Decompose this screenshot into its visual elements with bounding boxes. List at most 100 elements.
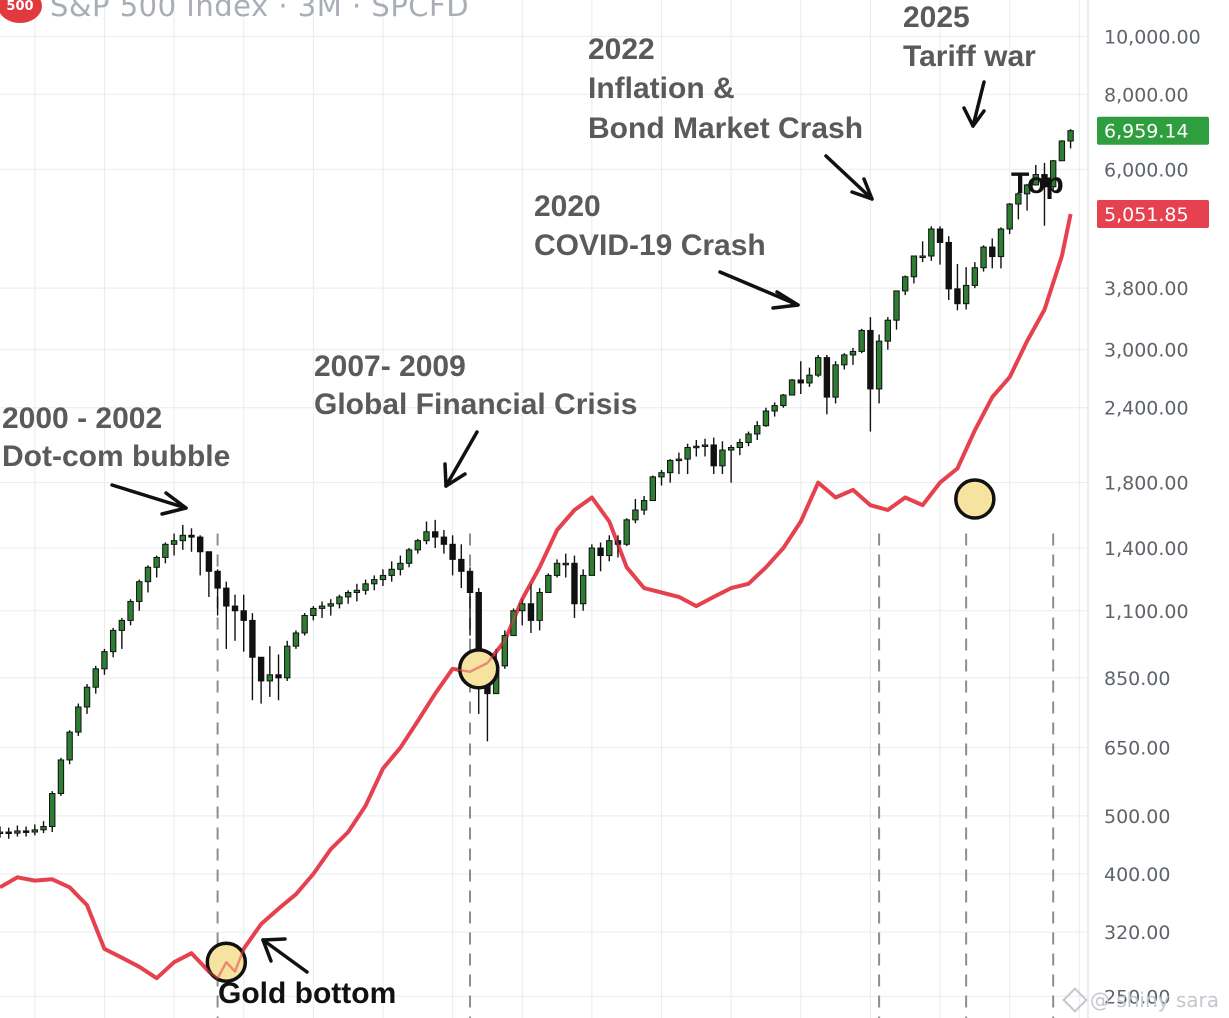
candle-body: [379, 574, 387, 581]
arrow-gfc-icon: [443, 430, 479, 488]
candle-body: [875, 340, 883, 390]
candle-body: [344, 591, 352, 598]
candle: [1023, 184, 1031, 211]
candle: [301, 613, 308, 636]
candle-body: [22, 830, 30, 833]
candle-body: [997, 228, 1005, 258]
candle-body: [928, 228, 935, 257]
candle: [814, 354, 822, 378]
candle: [658, 469, 665, 486]
candle-body: [701, 444, 709, 447]
candle-body: [832, 364, 839, 398]
candle: [118, 617, 126, 649]
candle-body: [536, 591, 543, 621]
candle: [553, 559, 561, 578]
candle-body: [814, 357, 822, 376]
candle-body: [1023, 184, 1031, 195]
y-tick-label: 500.00: [1104, 806, 1170, 828]
candle-body: [66, 731, 73, 761]
candle: [997, 227, 1005, 269]
candle-body: [397, 562, 404, 570]
candle-body: [936, 228, 944, 243]
annotation-inflation: 2022 Inflation & Bond Market Crash: [588, 33, 863, 145]
candle: [936, 226, 944, 265]
y-tick-label: 3,000.00: [1104, 340, 1189, 362]
candle: [571, 555, 578, 618]
candle: [14, 825, 21, 837]
candle-body: [275, 674, 282, 679]
candle-body: [1049, 160, 1057, 188]
candle: [353, 583, 361, 602]
candle-body: [858, 329, 865, 352]
candle-body: [327, 603, 334, 607]
candle-body: [414, 540, 421, 551]
candle-body: [745, 433, 752, 443]
candle: [771, 402, 778, 417]
candle: [336, 594, 343, 609]
candle: [423, 521, 430, 545]
candle-body: [727, 446, 735, 451]
candle: [667, 459, 674, 483]
candle-body: [170, 540, 178, 545]
candle: [754, 421, 761, 441]
candle: [458, 544, 465, 589]
candle: [1006, 203, 1013, 234]
sp500-logo: 500: [0, 0, 42, 23]
candle: [727, 444, 735, 483]
candle-body: [240, 610, 247, 621]
candle-body: [1067, 130, 1074, 142]
candle: [22, 826, 30, 837]
event-markers: [0, 213, 1072, 983]
y-tick-label: 1,100.00: [1104, 601, 1189, 623]
candle: [588, 544, 596, 576]
annotation-covid-label: COVID-19 Crash: [534, 229, 766, 262]
candle: [684, 443, 691, 475]
candle-body: [902, 276, 909, 292]
arrow-covid-icon: [718, 270, 800, 310]
candle: [797, 361, 804, 395]
candle: [675, 452, 683, 475]
candle: [962, 267, 970, 310]
candle: [623, 518, 630, 547]
candle: [788, 379, 796, 396]
candle: [440, 530, 448, 554]
price-axis: 10,000.00 8,000.00 6,000.00 3,800.00 3,000.0…: [1097, 26, 1209, 1008]
candle: [40, 821, 47, 834]
sp500-last-price-badge: [1097, 116, 1209, 145]
candle-body: [989, 246, 996, 258]
annotation-top: Top: [1011, 167, 1064, 200]
candle-body: [188, 534, 195, 538]
candle-body: [214, 570, 221, 589]
candle-body: [458, 558, 465, 572]
candle: [536, 588, 543, 631]
candle-body: [301, 615, 308, 634]
candle: [875, 334, 883, 404]
candle: [902, 275, 909, 296]
candle-body: [153, 556, 160, 568]
candle-body: [14, 830, 21, 834]
candle-body: [545, 574, 552, 593]
candle: [101, 648, 108, 675]
candle: [0, 826, 4, 838]
candle: [597, 542, 604, 572]
candle-body: [649, 476, 656, 502]
candle: [954, 263, 961, 311]
candle: [501, 630, 509, 669]
candle: [806, 367, 813, 387]
candle-body: [144, 566, 152, 583]
candle: [240, 594, 247, 652]
annotation-gfc-year: 2007- 2009: [314, 350, 466, 383]
candle: [75, 703, 82, 736]
candle: [414, 538, 421, 554]
y-tick-label: 850.00: [1104, 668, 1170, 690]
candle: [371, 575, 378, 591]
candlestick-series: [0, 129, 1074, 839]
candle-body: [919, 255, 926, 258]
arrow-inflation-icon: [824, 154, 874, 201]
candle-body: [684, 446, 691, 460]
sp500-last-price-badge-label: 6,959.14: [1104, 121, 1189, 143]
candle-body: [562, 562, 569, 566]
candle: [136, 579, 143, 611]
candle: [762, 407, 770, 427]
chart-title: S&P 500 Index · 3M · SPCFD: [50, 0, 470, 23]
